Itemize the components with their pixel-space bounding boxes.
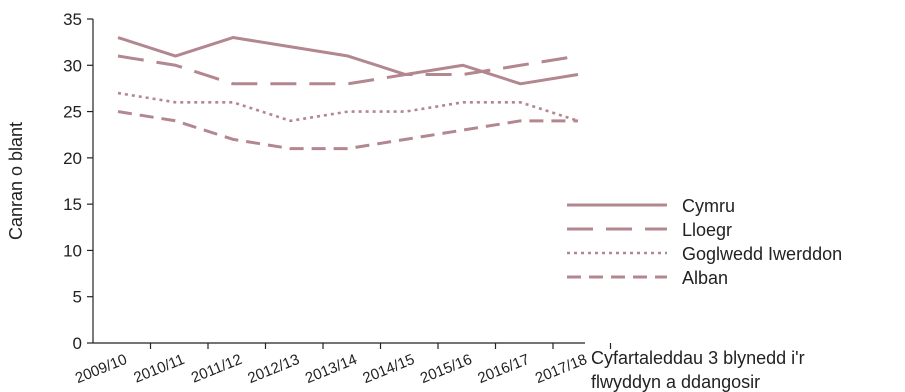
y-tick-label: 5: [73, 288, 82, 307]
y-axis-label: Canran o blant: [6, 122, 26, 240]
x-tick-label: 2015/16: [418, 351, 475, 387]
series-line-4: [117, 110, 578, 151]
chart-axes: [92, 19, 585, 344]
x-tick-label: 2011/12: [189, 351, 245, 387]
x-tick-label: 2017/18: [533, 351, 590, 387]
series-line-1: [117, 36, 579, 86]
y-tick-label: 35: [63, 10, 82, 29]
legend-label-4: Alban: [682, 268, 728, 288]
series-line-3: [117, 91, 579, 123]
y-tick-label: 10: [63, 241, 82, 260]
x-axis-label-line-1: Cyfartaleddau 3 blynedd i'r: [591, 348, 805, 368]
y-tick-label: 20: [63, 149, 82, 168]
x-tick-label: 2009/10: [73, 351, 130, 387]
x-ticks: 2009/10 2010/11 2011/12 2012/13 2013/14 2014/…: [73, 343, 612, 387]
x-tick-label: 2013/14: [303, 351, 360, 387]
x-tick-label: 2012/13: [245, 351, 302, 387]
legend-label-1: Cymru: [682, 196, 735, 216]
y-tick-label: 0: [73, 334, 82, 353]
x-tick-label: 2016/17: [475, 351, 532, 387]
x-axis-label-line-2: flwyddyn a ddangosir: [591, 372, 760, 392]
y-tick-label: 30: [63, 56, 82, 75]
series-line-2: [117, 54, 579, 86]
legend: Cymru Lloegr Goglwedd Iwerddon Alban: [567, 196, 842, 288]
y-tick-label: 25: [63, 103, 82, 122]
legend-label-3: Goglwedd Iwerddon: [682, 244, 842, 264]
series-lines: [117, 36, 579, 151]
y-ticks: 0 5 10 15 20 25 30 35: [63, 10, 93, 353]
legend-label-2: Lloegr: [682, 220, 732, 240]
y-tick-label: 15: [63, 195, 82, 214]
x-tick-label: 2010/11: [131, 351, 187, 387]
x-tick-label: 2014/15: [360, 351, 417, 387]
